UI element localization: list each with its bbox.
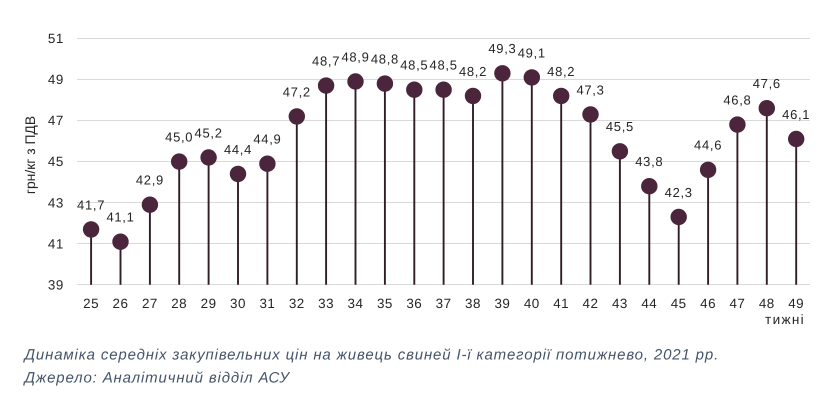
svg-text:31: 31 — [259, 296, 275, 311]
svg-text:36: 36 — [406, 296, 422, 311]
svg-text:43: 43 — [48, 195, 64, 210]
svg-text:49: 49 — [48, 72, 64, 87]
svg-text:33: 33 — [318, 296, 334, 311]
svg-text:48,7: 48,7 — [312, 54, 340, 69]
svg-text:48,5: 48,5 — [400, 58, 428, 73]
svg-text:41,7: 41,7 — [77, 197, 105, 212]
svg-text:49: 49 — [788, 296, 804, 311]
svg-text:32: 32 — [289, 296, 305, 311]
svg-text:44,6: 44,6 — [694, 138, 722, 153]
svg-text:39: 39 — [494, 296, 510, 311]
svg-text:35: 35 — [377, 296, 393, 311]
svg-text:30: 30 — [230, 296, 246, 311]
svg-text:45: 45 — [48, 154, 64, 169]
svg-text:47,3: 47,3 — [576, 82, 604, 97]
svg-text:44,9: 44,9 — [253, 132, 281, 147]
svg-text:44,4: 44,4 — [224, 142, 252, 157]
svg-text:34: 34 — [348, 296, 364, 311]
svg-text:48,9: 48,9 — [341, 49, 369, 64]
svg-text:42,9: 42,9 — [136, 173, 164, 188]
svg-text:47,6: 47,6 — [753, 76, 781, 91]
svg-text:40: 40 — [524, 296, 540, 311]
svg-text:45,5: 45,5 — [606, 119, 634, 134]
svg-text:51: 51 — [48, 31, 64, 46]
svg-text:42: 42 — [583, 296, 599, 311]
svg-text:29: 29 — [201, 296, 217, 311]
svg-text:26: 26 — [113, 296, 129, 311]
svg-text:43: 43 — [612, 296, 628, 311]
svg-text:28: 28 — [171, 296, 187, 311]
svg-text:37: 37 — [436, 296, 452, 311]
svg-text:46,8: 46,8 — [723, 93, 751, 108]
svg-text:48,2: 48,2 — [547, 64, 575, 79]
svg-text:48: 48 — [759, 296, 775, 311]
svg-text:41,1: 41,1 — [106, 210, 134, 225]
svg-text:48,8: 48,8 — [371, 52, 399, 67]
svg-text:45,0: 45,0 — [165, 130, 193, 145]
svg-text:47: 47 — [48, 113, 64, 128]
svg-text:39: 39 — [48, 277, 64, 292]
svg-text:48,5: 48,5 — [430, 58, 458, 73]
svg-text:49,1: 49,1 — [518, 45, 546, 60]
svg-text:45,2: 45,2 — [195, 125, 223, 140]
svg-text:Джерело: Аналітичний відділ АС: Джерело: Аналітичний відділ АСУ — [23, 369, 291, 386]
svg-text:тижні: тижні — [765, 312, 805, 327]
svg-text:47,2: 47,2 — [283, 84, 311, 99]
svg-text:38: 38 — [465, 296, 481, 311]
svg-text:46,1: 46,1 — [782, 107, 810, 122]
svg-text:42,3: 42,3 — [665, 185, 693, 200]
svg-text:Динаміка середніх закупівельни: Динаміка середніх закупівельних цін на ж… — [23, 346, 720, 363]
svg-text:41: 41 — [48, 236, 64, 251]
svg-text:46: 46 — [700, 296, 716, 311]
svg-text:45: 45 — [671, 296, 687, 311]
svg-text:48,2: 48,2 — [459, 64, 487, 79]
svg-text:27: 27 — [142, 296, 158, 311]
svg-text:43,8: 43,8 — [635, 154, 663, 169]
svg-text:25: 25 — [83, 296, 99, 311]
svg-text:44: 44 — [641, 296, 657, 311]
svg-text:49,3: 49,3 — [488, 41, 516, 56]
svg-text:41: 41 — [553, 296, 569, 311]
svg-text:47: 47 — [729, 296, 745, 311]
svg-text:грн/кг з ПДВ: грн/кг з ПДВ — [22, 116, 38, 194]
